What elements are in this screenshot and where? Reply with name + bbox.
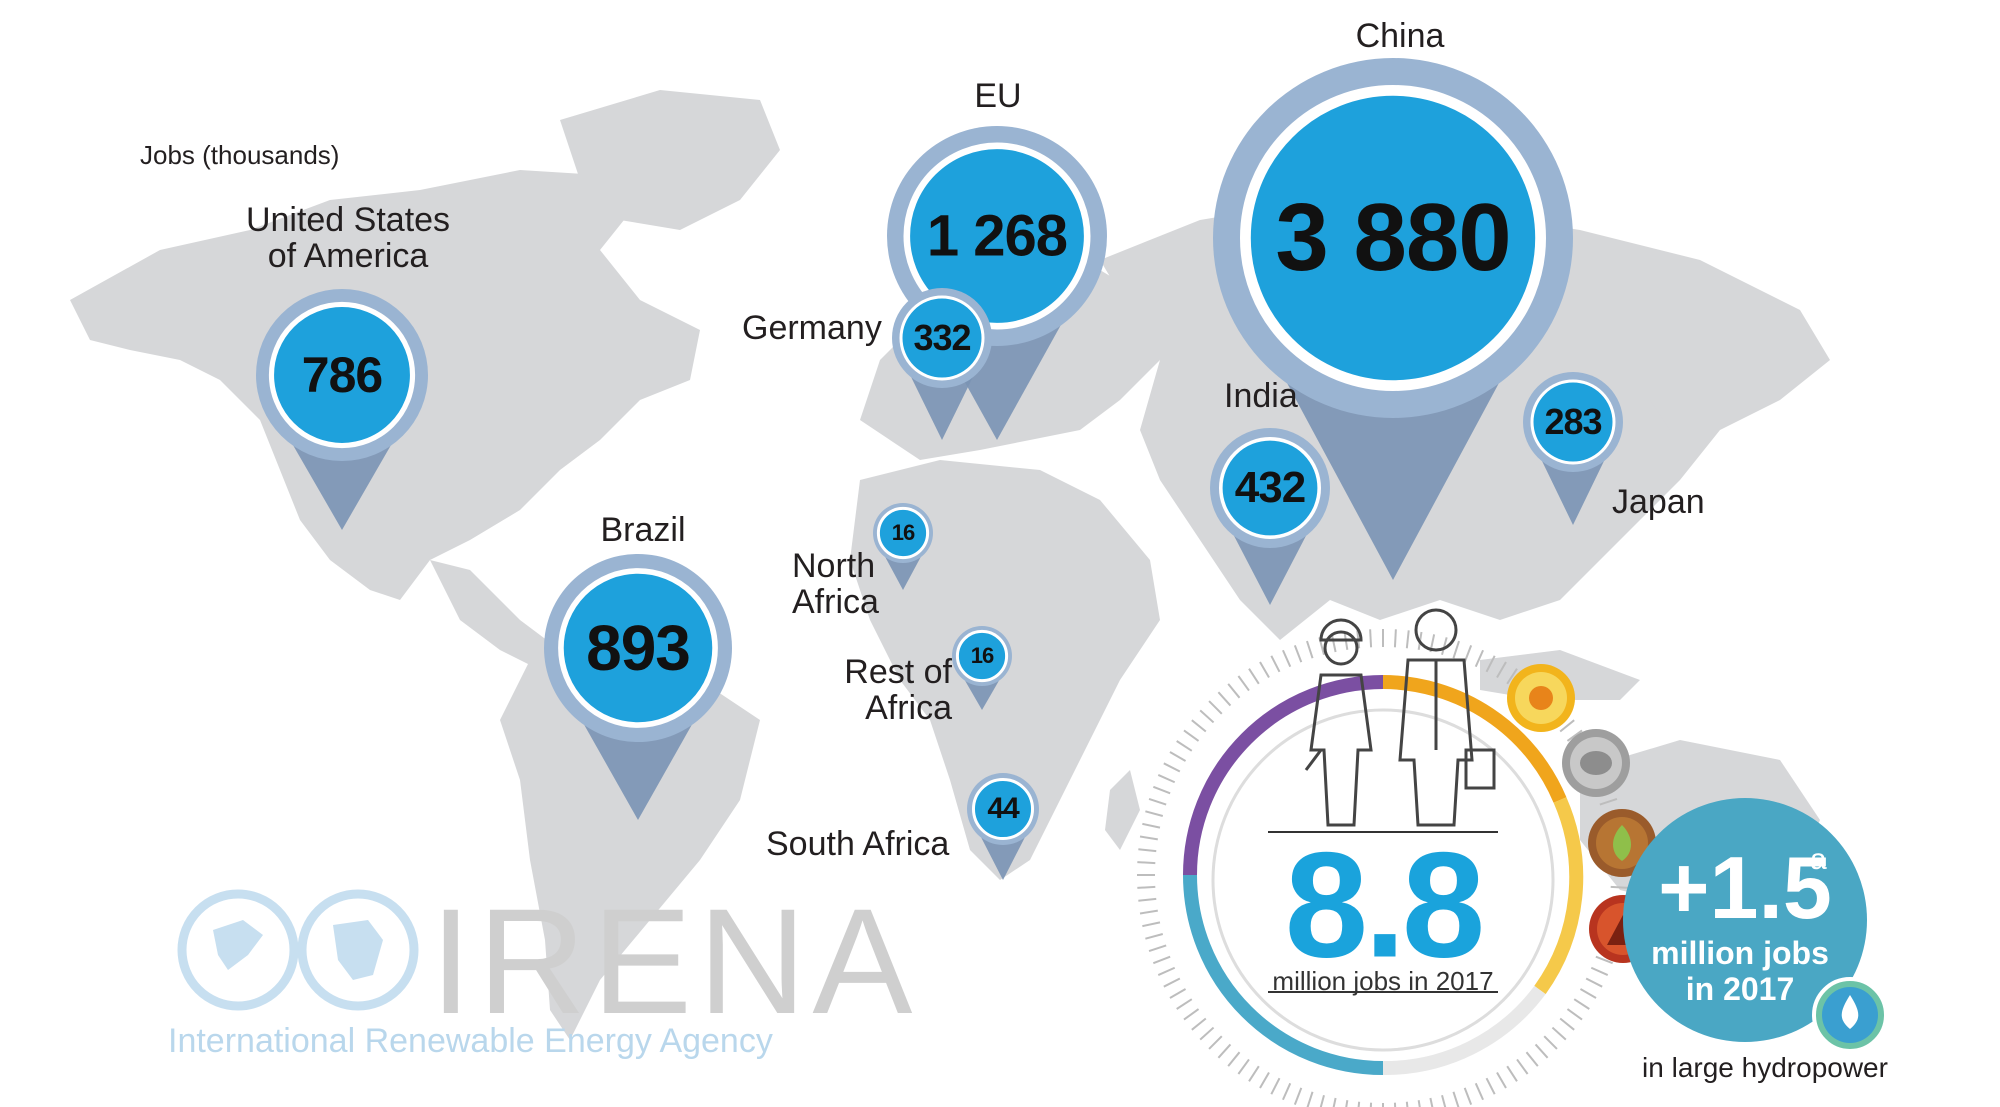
value-india: 432 xyxy=(1234,463,1306,512)
south-america-shape xyxy=(500,640,760,1040)
label-india: India xyxy=(1224,377,1298,415)
pin-india xyxy=(1210,428,1330,605)
label-brazil: Brazil xyxy=(600,511,686,549)
value-brazil: 893 xyxy=(586,612,691,684)
solar-icon xyxy=(1507,664,1575,732)
value-usa: 786 xyxy=(301,347,383,403)
pin-fill-usa xyxy=(268,301,416,449)
pin-north-africa xyxy=(873,503,933,590)
japan-islands-shape xyxy=(1610,400,1670,500)
pin-usa xyxy=(256,289,428,530)
pin-china xyxy=(1213,58,1573,580)
value-japan: 283 xyxy=(1544,401,1602,442)
hydro-footnote-mark: a xyxy=(1810,843,1827,876)
label-china: China xyxy=(1355,17,1445,55)
hydropower-bubble xyxy=(1623,798,1867,1042)
water-drop-icon xyxy=(1812,977,1888,1053)
biomass-icon xyxy=(1562,729,1630,797)
pin-fill-north-africa xyxy=(876,506,930,560)
pin-rest-of-africa xyxy=(952,626,1012,710)
pin-germany xyxy=(892,288,992,440)
pin-fill-south-africa xyxy=(971,777,1035,841)
pin-fill-germany xyxy=(899,295,985,381)
pin-fill-eu xyxy=(903,142,1091,330)
worker-man-icon xyxy=(1398,608,1496,827)
label-rest-of-africa: Rest of Africa xyxy=(844,653,952,727)
greenland-shape xyxy=(560,90,780,230)
value-eu: 1 268 xyxy=(926,203,1068,269)
value-china: 3 880 xyxy=(1275,184,1511,291)
label-germany: Germany xyxy=(742,309,882,347)
total-jobs-caption: million jobs in 2017 xyxy=(1272,966,1494,996)
irena-subtitle: International Renewable Energy Agency xyxy=(168,1022,773,1060)
pin-japan xyxy=(1523,372,1623,525)
central-america-shape xyxy=(430,560,560,670)
pin-fill-japan xyxy=(1530,379,1616,465)
label-usa: United States of America xyxy=(245,201,451,275)
madagascar-shape xyxy=(1105,770,1140,850)
pin-fill-rest-of-africa xyxy=(955,629,1009,683)
label-eu: EU xyxy=(974,77,1022,115)
irena-wordmark: IRENA xyxy=(430,877,919,1045)
label-south-africa: South Africa xyxy=(766,825,950,863)
pin-fill-brazil xyxy=(558,568,718,728)
value-north-africa: 16 xyxy=(891,520,916,545)
hydro-footer: in large hydropower xyxy=(1642,1052,1888,1083)
hydro-caption: million jobs in 2017 xyxy=(1651,935,1829,1007)
pin-fill-china xyxy=(1240,84,1547,392)
label-japan: Japan xyxy=(1612,483,1705,521)
pin-south-africa xyxy=(967,773,1039,880)
jobs-caption: Jobs (thousands) xyxy=(140,140,340,170)
worker-woman-icon xyxy=(1304,618,1373,827)
label-north-africa: North Africa xyxy=(792,547,879,621)
pin-brazil xyxy=(544,554,732,820)
value-germany: 332 xyxy=(913,317,971,358)
hydro-value: +1.5 xyxy=(1658,838,1832,937)
value-south-africa: 44 xyxy=(987,792,1019,825)
globe-infinity-icon xyxy=(177,889,419,1011)
pin-fill-india xyxy=(1219,436,1322,539)
value-rest-of-africa: 16 xyxy=(970,643,995,668)
total-jobs-value: 8.8 xyxy=(1284,820,1486,989)
